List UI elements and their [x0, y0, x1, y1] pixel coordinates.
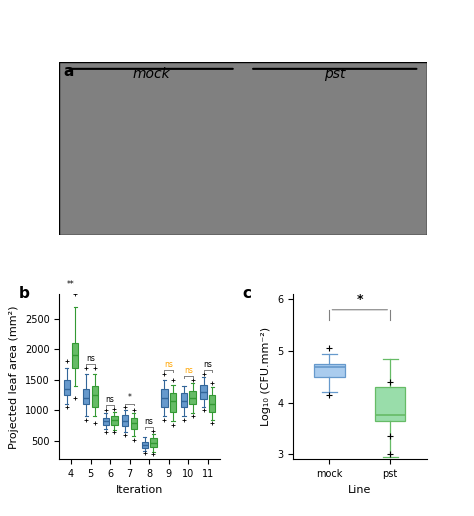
- Text: ns: ns: [184, 366, 193, 375]
- Text: c: c: [242, 286, 251, 301]
- Text: **: **: [67, 280, 75, 289]
- PathPatch shape: [150, 439, 156, 447]
- PathPatch shape: [375, 387, 405, 421]
- Text: ns: ns: [164, 360, 173, 369]
- Text: ns: ns: [86, 353, 95, 363]
- Y-axis label: Log₁₀ (CFU.mm⁻²): Log₁₀ (CFU.mm⁻²): [262, 327, 272, 426]
- PathPatch shape: [131, 417, 137, 429]
- PathPatch shape: [201, 385, 207, 399]
- Text: mock: mock: [132, 67, 170, 81]
- PathPatch shape: [314, 364, 345, 377]
- X-axis label: Iteration: Iteration: [116, 485, 163, 494]
- Text: ns: ns: [145, 417, 154, 426]
- Text: b: b: [19, 286, 30, 301]
- PathPatch shape: [181, 393, 187, 407]
- Text: a: a: [63, 63, 73, 78]
- PathPatch shape: [91, 386, 98, 407]
- Text: pst: pst: [324, 67, 346, 81]
- PathPatch shape: [161, 389, 167, 407]
- FancyBboxPatch shape: [59, 62, 427, 235]
- Text: ns: ns: [106, 395, 115, 404]
- PathPatch shape: [170, 393, 176, 412]
- PathPatch shape: [122, 415, 128, 426]
- PathPatch shape: [103, 417, 109, 425]
- PathPatch shape: [190, 391, 196, 404]
- PathPatch shape: [111, 416, 118, 425]
- Y-axis label: Projected leaf area (mm²): Projected leaf area (mm²): [9, 305, 19, 448]
- PathPatch shape: [64, 380, 70, 395]
- X-axis label: Line: Line: [348, 485, 372, 494]
- PathPatch shape: [72, 343, 78, 367]
- Text: *: *: [356, 293, 363, 305]
- PathPatch shape: [83, 389, 90, 404]
- Text: ns: ns: [203, 360, 212, 369]
- Text: *: *: [128, 393, 132, 402]
- PathPatch shape: [209, 395, 215, 412]
- PathPatch shape: [142, 442, 148, 448]
